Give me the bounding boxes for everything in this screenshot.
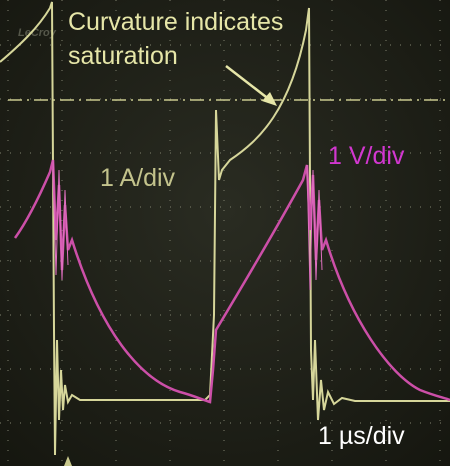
trigger-marker (64, 456, 72, 466)
current-trace (0, 1, 450, 456)
voltage-ringing (52, 159, 69, 281)
brand-logo: LeCroy (18, 27, 57, 39)
arrow-head (262, 92, 277, 106)
annotation-line: saturation (68, 42, 178, 70)
voltage-scale-label: 1 V/div (328, 142, 405, 170)
time-scale-label: 1 µs/div (318, 422, 405, 450)
voltage-ringing (306, 164, 323, 291)
annotation-line: Curvature indicates (68, 8, 283, 36)
annotation-arrow (225, 65, 271, 101)
current-scale-label: 1 A/div (100, 164, 176, 192)
